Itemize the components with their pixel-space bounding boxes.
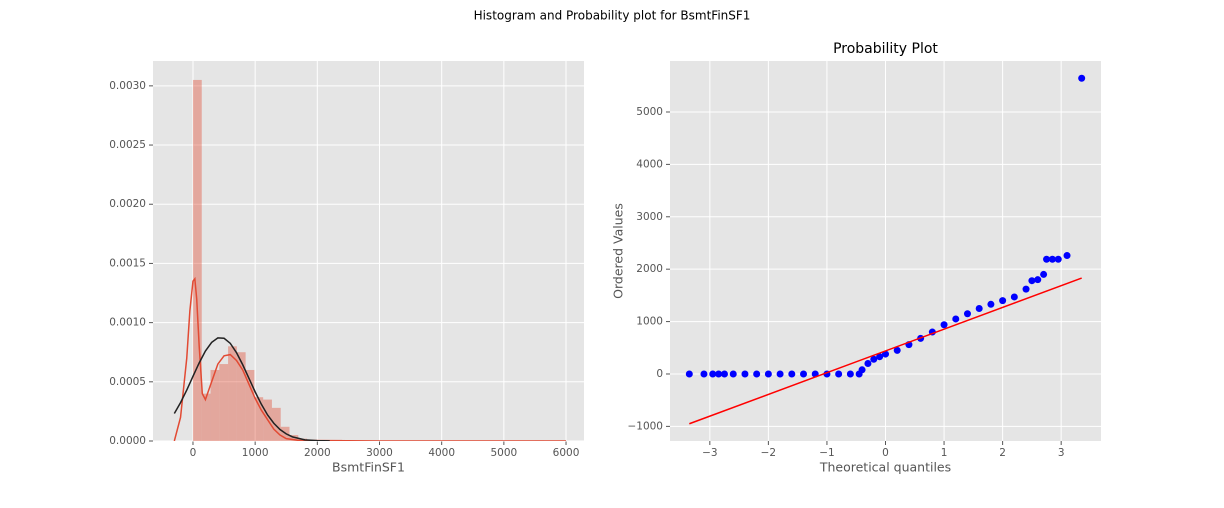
point [835,370,843,378]
figure-title: Histogram and Probability plot for BsmtF… [474,9,751,23]
point [987,300,995,308]
point [800,370,808,378]
x-tick-label: −1 [819,447,834,459]
y-tick-label: 4000 [636,158,663,170]
y-tick-label: 0.0010 [109,317,146,329]
chart-title: Probability Plot [833,41,938,57]
point [870,355,878,363]
histogram-bar [192,79,202,441]
point [1063,252,1071,260]
histogram-bar [245,369,255,441]
point [1034,276,1042,284]
point [685,370,693,378]
y-axis-label: Ordered Values [611,203,626,299]
point [764,370,772,378]
point [741,370,749,378]
y-tick-label: 0.0030 [109,80,146,92]
plot-area [153,61,584,441]
y-tick-label: 0.0020 [109,198,146,210]
x-tick-label: 1 [941,447,948,459]
point [1048,255,1056,263]
point [753,370,761,378]
histogram-bar [219,364,229,441]
histogram-bar [289,435,299,441]
histogram-bar [201,393,211,441]
point [720,370,728,378]
x-tick-label: 6000 [553,447,580,459]
point [776,370,784,378]
point [975,304,983,312]
plot-content [173,79,567,441]
histogram-bar [210,369,220,441]
point [846,370,854,378]
x-tick-label: −2 [761,447,776,459]
point [1040,270,1048,278]
y-tick-label: −1000 [627,420,663,432]
x-tick-label: 5000 [490,447,517,459]
y-tick-label: 0.0015 [109,257,146,269]
point [1010,293,1018,301]
density-line [173,337,330,441]
point [1022,285,1030,293]
y-tick-label: 0.0000 [109,435,146,447]
point [999,297,1007,305]
point [940,321,948,329]
x-tick-label: 0 [190,447,197,459]
point [788,370,796,378]
x-tick-label: 2000 [304,447,331,459]
plot-content [685,74,1086,425]
y-tick-label: 2000 [636,263,663,275]
point [963,310,971,318]
y-tick-label: 0.0005 [109,376,146,388]
point [709,370,717,378]
histogram-bar [271,407,281,441]
x-tick-label: 4000 [428,447,455,459]
point [715,370,723,378]
y-tick-label: 0 [656,368,663,380]
x-tick-label: 2 [999,447,1006,459]
point [1078,74,1086,82]
point [1054,255,1062,263]
histogram-bar [236,352,246,441]
x-axis-label: BsmtFinSF1 [332,460,405,475]
point [893,346,901,354]
histogram-bar [254,397,264,441]
point [876,353,884,361]
y-tick-label: 5000 [636,106,663,118]
point [864,360,872,368]
point [1028,277,1036,285]
x-tick-label: 1000 [242,447,269,459]
fit-line [689,277,1082,425]
y-tick-label: 1000 [636,316,663,328]
point [700,370,708,378]
x-tick-label: 3000 [366,447,393,459]
x-tick-label: 3 [1058,447,1065,459]
y-tick-label: 0.0025 [109,139,146,151]
x-axis-label: Theoretical quantiles [819,460,951,475]
y-tick-label: 3000 [636,211,663,223]
point [1043,255,1051,263]
x-tick-label: 0 [882,447,889,459]
point [952,315,960,323]
x-tick-label: −3 [702,447,717,459]
point [858,366,866,374]
point [729,370,737,378]
histogram-bar [228,346,237,441]
